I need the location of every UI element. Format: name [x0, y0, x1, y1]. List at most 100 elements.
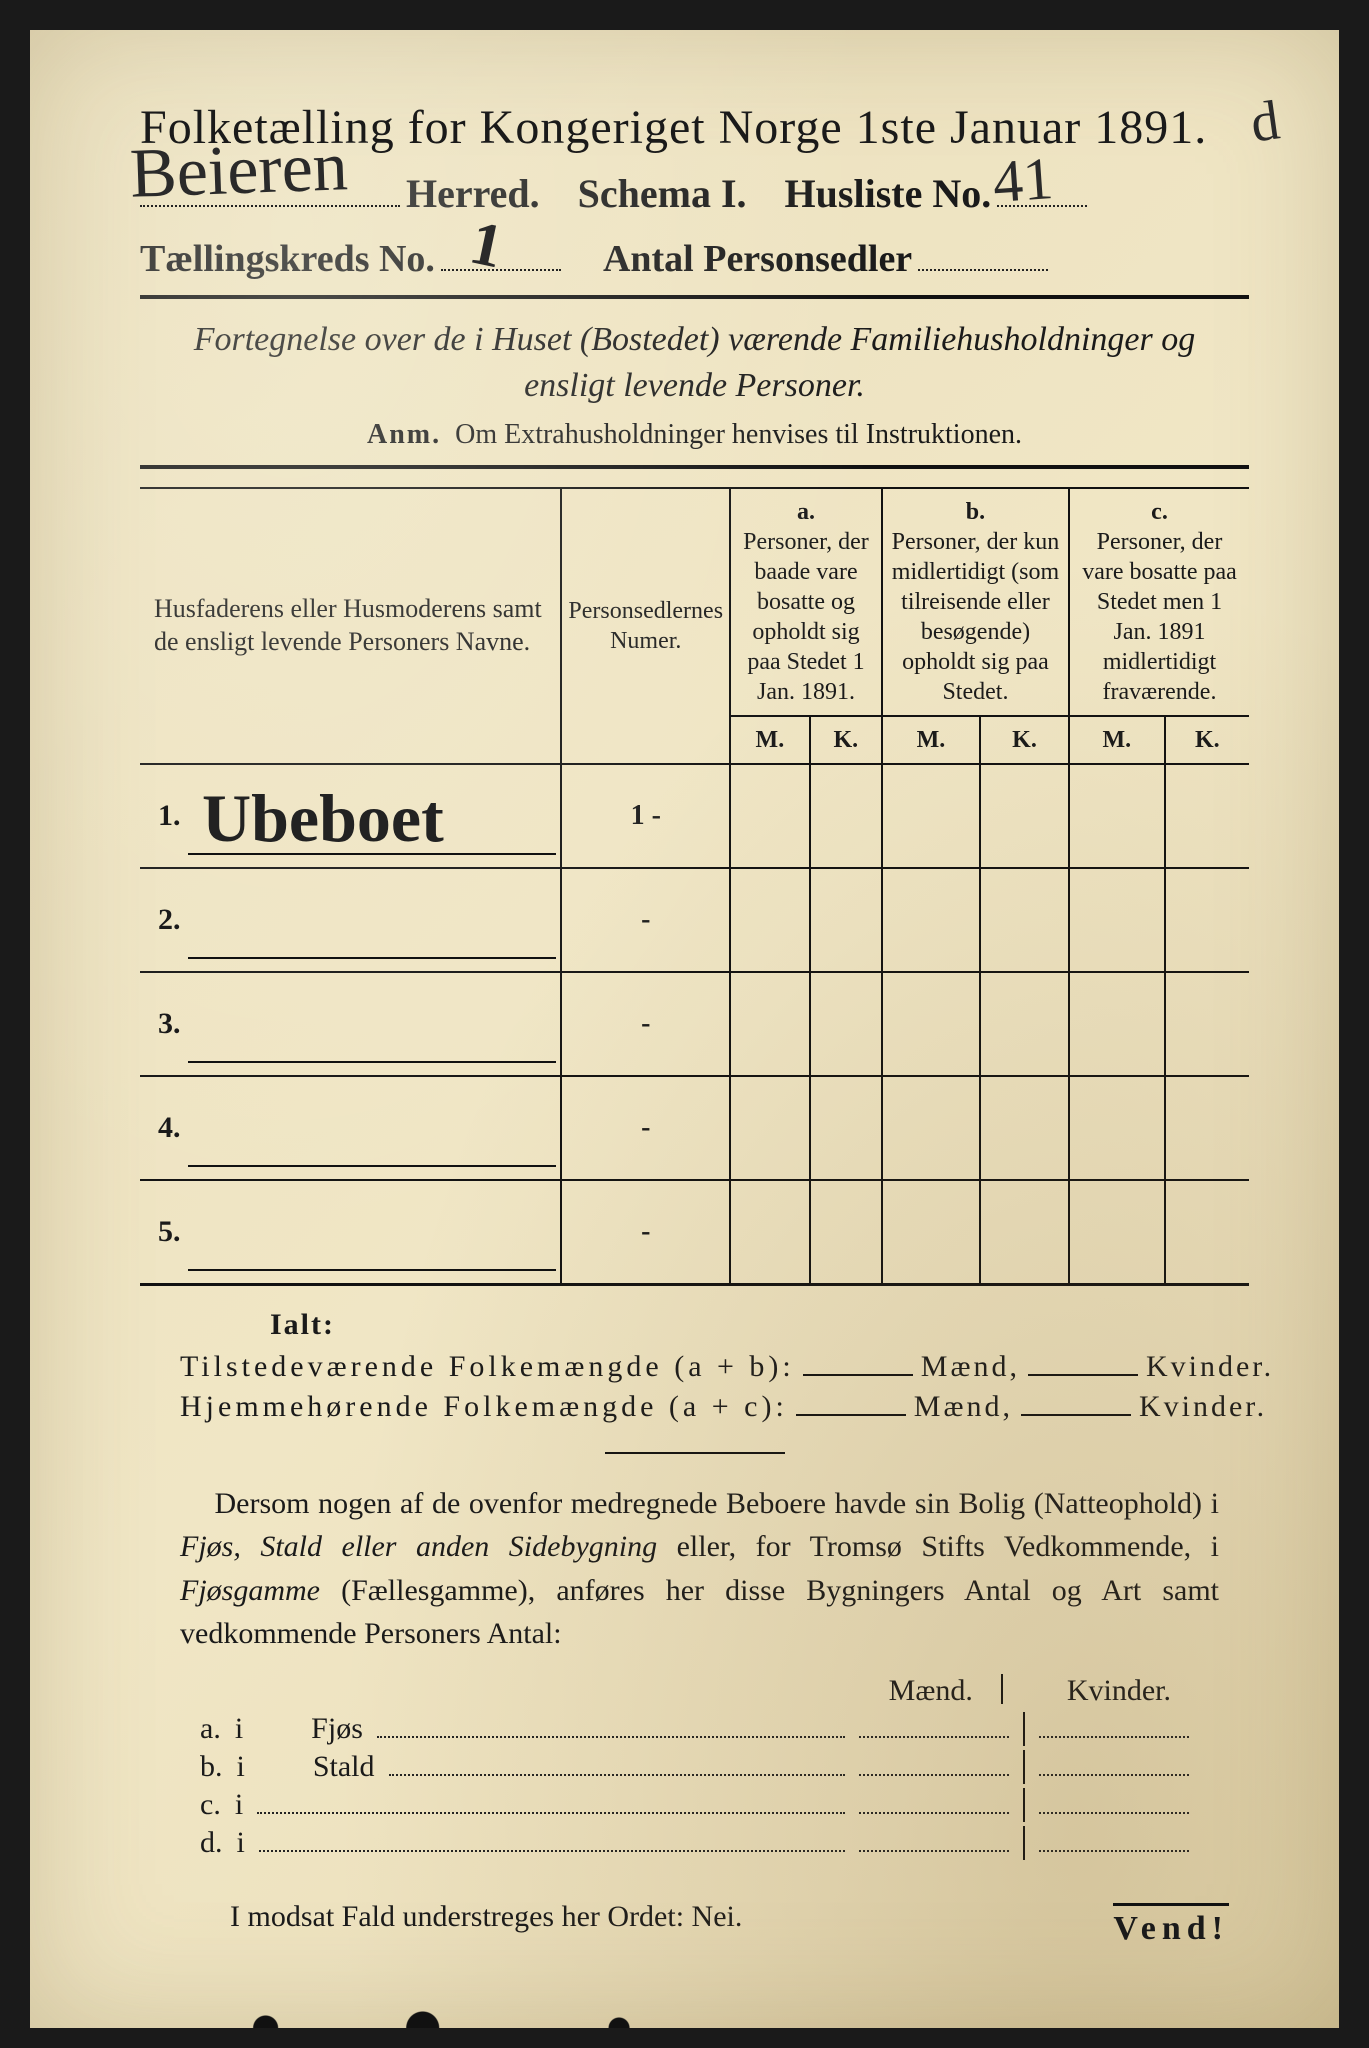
row-numer: 1 -	[631, 800, 661, 831]
kvinder-cell	[1039, 1829, 1189, 1852]
divider	[140, 295, 1249, 299]
row-letter: c.	[200, 1788, 221, 1822]
total-resident-label: Hjemmehørende Folkemængde (a + c):	[180, 1390, 788, 1424]
table-row: 5. -	[140, 1180, 1249, 1285]
kvinder-cell	[1039, 1753, 1189, 1776]
row-i: i	[237, 1826, 245, 1860]
blank-field	[803, 1350, 913, 1376]
kvinder-label: Kvinder.	[1139, 1390, 1267, 1424]
row-underline	[188, 1165, 556, 1167]
group-b-text: Personer, der kun midlertidigt (som tilr…	[889, 527, 1062, 707]
maend-col-label: Mænd.	[871, 1674, 991, 1708]
kvinder-cell	[1039, 1715, 1189, 1738]
column-separator	[1023, 1712, 1025, 1746]
nei-line: I modsat Fald understreges her Ordet: Ne…	[230, 1900, 1249, 1934]
mk-header: M.	[1069, 716, 1165, 764]
row-number: 4.	[158, 1111, 181, 1144]
kreds-line: Tællingskreds No. 1 Antal Personsedler	[140, 235, 1249, 281]
dotted-fill	[377, 1715, 845, 1738]
column-separator	[1023, 1750, 1025, 1784]
col-names-heading-text: Husfaderens eller Husmoderens samt de en…	[154, 594, 542, 656]
row-numer: -	[641, 1216, 650, 1247]
personsedler-label: Antal Personsedler	[603, 237, 912, 281]
row-underline	[188, 1269, 556, 1271]
row-building-label: Stald	[313, 1750, 375, 1784]
maend-label: Mænd,	[914, 1390, 1013, 1424]
personsedler-field	[918, 235, 1048, 271]
anm-line: Anm. Om Extrahusholdninger henvises til …	[140, 419, 1249, 451]
table-row: 3. -	[140, 972, 1249, 1076]
husliste-label: Husliste No.	[785, 170, 992, 217]
herred-field: Beieren	[140, 169, 400, 207]
short-divider	[605, 1452, 785, 1454]
para-text: Dersom nogen af de ovenfor medregnede Be…	[214, 1487, 1219, 1520]
blank-field	[1021, 1390, 1131, 1416]
row-number: 2.	[158, 903, 181, 936]
husliste-field: 41	[997, 169, 1087, 207]
row-numer: -	[641, 1112, 650, 1143]
row-letter: a.	[200, 1712, 221, 1746]
group-b-letter: b.	[889, 497, 1062, 527]
total-resident-line: Hjemmehørende Folkemængde (a + c): Mænd,…	[180, 1390, 1249, 1424]
row-letter: d.	[200, 1826, 223, 1860]
blank-field	[1028, 1350, 1138, 1376]
column-separator	[1001, 1674, 1039, 1704]
row-numer: -	[641, 1008, 650, 1039]
row-letter: b.	[200, 1750, 223, 1784]
kreds-label: Tællingskreds No.	[140, 237, 435, 281]
anm-prefix: Anm.	[367, 419, 441, 450]
para-text: eller, for Tromsø Stifts Vedkommende, i	[657, 1530, 1219, 1563]
blank-field	[796, 1390, 906, 1416]
maend-label: Mænd,	[921, 1350, 1020, 1384]
row-underline	[188, 957, 556, 959]
divider	[140, 465, 1249, 469]
group-a-text: Personer, der baade vare bosatte og opho…	[737, 527, 875, 707]
maend-cell	[859, 1753, 1009, 1776]
para-italic: Fjøs, Stald eller anden Sidebygning	[180, 1530, 657, 1563]
mk-header: K.	[810, 716, 882, 764]
row-name: Ubeboet	[202, 776, 444, 861]
scan-frame: d Folketælling for Kongeriget Norge 1ste…	[0, 0, 1369, 2048]
col-group-c: c. Personer, der vare bosatte paa Stedet…	[1069, 488, 1249, 716]
maend-cell	[859, 1791, 1009, 1814]
fortegnelse-heading: Fortegnelse over de i Huset (Bostedet) v…	[180, 317, 1209, 409]
building-row: c. i	[200, 1788, 1189, 1822]
dotted-fill	[259, 1829, 845, 1852]
anm-text: Om Extrahusholdninger henvises til Instr…	[455, 419, 1022, 450]
para-text: (Fællesgamme), anføres her disse Bygning…	[180, 1574, 1219, 1651]
building-row: b. i Stald	[200, 1750, 1189, 1784]
herred-line: Beieren Herred. Schema I. Husliste No. 4…	[140, 169, 1249, 217]
document-paper: d Folketælling for Kongeriget Norge 1ste…	[30, 30, 1339, 2028]
table-row: 4. -	[140, 1076, 1249, 1180]
col-numer-heading: Personsedlernes Numer.	[561, 488, 730, 764]
total-present-line: Tilstedeværende Folkemængde (a + b): Mæn…	[180, 1350, 1249, 1384]
maend-cell	[859, 1715, 1009, 1738]
dotted-fill	[389, 1753, 845, 1776]
row-number: 1.	[158, 799, 181, 832]
mk-header: M.	[882, 716, 980, 764]
group-a-letter: a.	[737, 497, 875, 527]
group-c-text: Personer, der vare bosatte paa Stedet me…	[1076, 527, 1243, 707]
herred-value: Beieren	[129, 127, 349, 215]
mk-header: K.	[1165, 716, 1249, 764]
schema-label: Schema I.	[578, 170, 747, 217]
col-group-b: b. Personer, der kun midlertidigt (som t…	[882, 488, 1069, 716]
table-row: 1. Ubeboet 1 -	[140, 764, 1249, 868]
row-i: i	[235, 1788, 243, 1822]
row-number: 3.	[158, 1007, 181, 1040]
total-present-label: Tilstedeværende Folkemængde (a + b):	[180, 1350, 795, 1384]
dotted-fill	[257, 1791, 845, 1814]
row-number: 5.	[158, 1215, 181, 1248]
para-italic: Fjøsgamme	[180, 1574, 320, 1607]
table-row: 2. -	[140, 868, 1249, 972]
row-numer: -	[641, 904, 650, 935]
group-c-letter: c.	[1076, 497, 1243, 527]
census-table: Husfaderens eller Husmoderens samt de en…	[140, 487, 1249, 1286]
corner-annotation: d	[1247, 88, 1284, 155]
mk-header: M.	[730, 716, 810, 764]
row-building-label: Fjøs	[311, 1712, 363, 1746]
maend-cell	[859, 1829, 1009, 1852]
building-row: d. i	[200, 1826, 1189, 1860]
row-i: i	[235, 1712, 243, 1746]
kvinder-col-label: Kvinder.	[1049, 1674, 1189, 1708]
